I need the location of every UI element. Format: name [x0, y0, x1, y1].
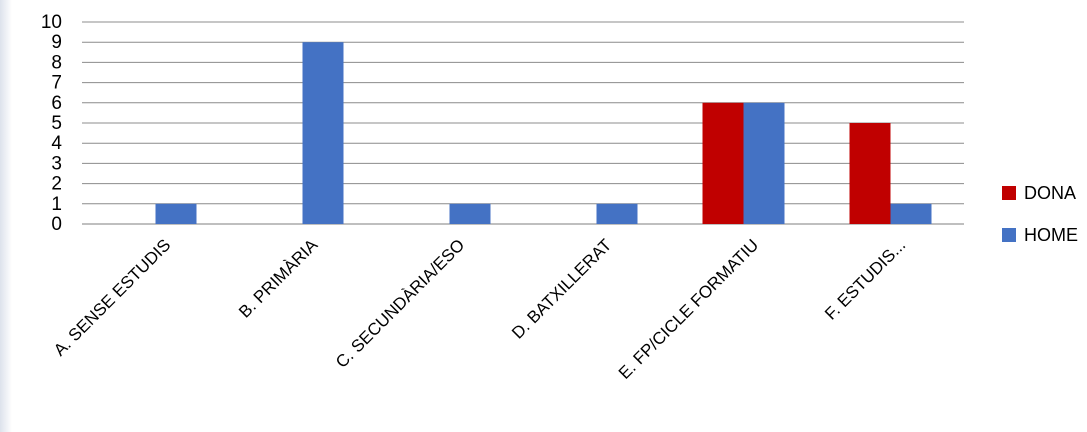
x-tick-label: F. ESTUDIS...	[821, 235, 909, 323]
y-tick-label: 2	[51, 174, 62, 195]
y-tick-label: 9	[51, 32, 62, 53]
legend: DONA HOME	[1002, 183, 1078, 245]
left-edge-decoration	[0, 0, 12, 432]
x-tick-label: C. SECUNDÀRIA/ESO	[332, 235, 468, 371]
bar-home-3	[596, 203, 638, 224]
bar-home-0	[155, 203, 197, 224]
legend-label-home: HOME	[1024, 225, 1078, 245]
y-tick-label: 5	[51, 113, 62, 134]
y-tick-label: 4	[51, 133, 62, 154]
y-tick-label: 1	[51, 194, 62, 215]
y-tick-label: 6	[51, 93, 62, 114]
x-tick-label: A. SENSE ESTUDIS	[50, 235, 174, 359]
bar-home-4	[743, 102, 785, 224]
bar-dona-5	[849, 123, 891, 224]
y-tick-label: 0	[51, 214, 62, 235]
legend-label-dona: DONA	[1024, 183, 1076, 203]
bar-home-5	[890, 203, 932, 224]
bar-dona-4	[702, 102, 744, 224]
y-tick-label: 7	[51, 73, 62, 94]
legend-swatch-home	[1002, 228, 1016, 242]
y-tick-label: 8	[51, 52, 62, 73]
bar-home-2	[449, 203, 491, 224]
gridlines	[82, 21, 964, 225]
x-tick-label: E. FP/CICLE FORMATIU	[615, 235, 762, 382]
x-tick-label: D. BATXILLERAT	[508, 235, 615, 342]
bar-home-1	[302, 42, 344, 225]
legend-swatch-dona	[1002, 186, 1016, 200]
bars	[155, 42, 932, 225]
y-tick-label: 3	[51, 153, 62, 174]
x-axis-labels: A. SENSE ESTUDIS B. PRIMÀRIA C. SECUNDÀRIA…	[50, 235, 909, 383]
x-tick-label: B. PRIMÀRIA	[235, 235, 322, 322]
y-tick-label: 10	[41, 12, 62, 33]
